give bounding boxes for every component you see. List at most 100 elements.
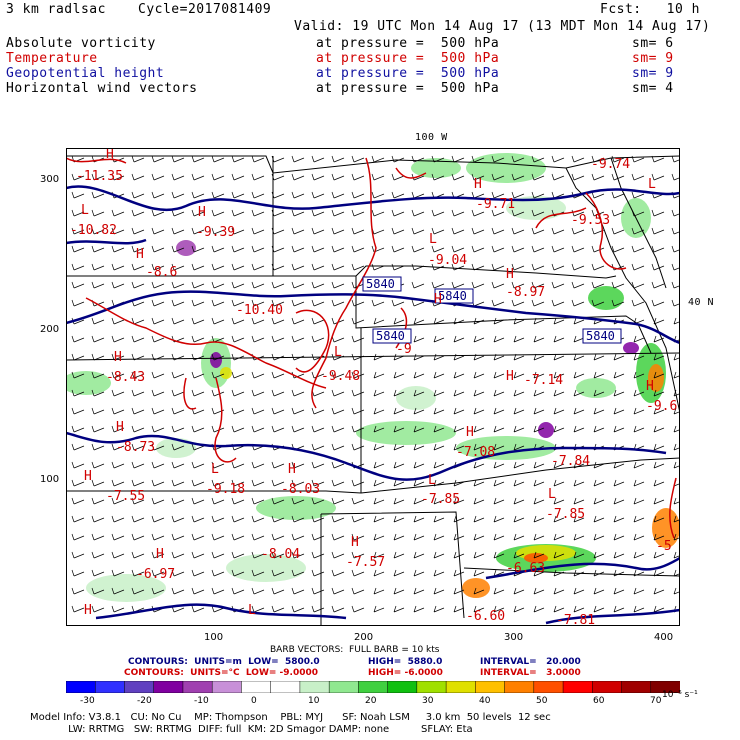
wind-barb (331, 335, 345, 343)
wind-barb (611, 173, 625, 181)
wind-barb (513, 497, 525, 505)
colorbar-swatch (182, 681, 213, 693)
vorticity-blob (226, 554, 306, 582)
wind-barb (473, 317, 485, 325)
wind-barb (371, 227, 385, 235)
wind-barb (91, 281, 105, 289)
y-tick-label: 100 (40, 474, 60, 485)
temperature-label: -6.60 (466, 609, 505, 624)
wind-barb (413, 551, 425, 559)
wind-barb (311, 191, 325, 199)
high-low-marker: L (334, 345, 342, 360)
wind-barb (251, 587, 265, 595)
wind-barb (351, 533, 365, 541)
wind-barb (453, 533, 465, 541)
wind-barb (493, 407, 505, 415)
high-low-marker: L (81, 203, 89, 218)
wind-barb (351, 407, 365, 415)
wind-barb (451, 281, 465, 289)
wind-barb (131, 209, 145, 217)
field-smoothing: sm= 9 (632, 66, 674, 81)
wind-barb (573, 353, 585, 361)
wind-barb (151, 227, 165, 235)
wind-barb (671, 299, 680, 307)
wind-barb (151, 533, 165, 541)
wind-barb (331, 497, 345, 505)
colorbar-tick-label: -20 (137, 696, 152, 706)
wind-barb (271, 227, 285, 235)
temperature-label: -7.84 (551, 454, 590, 469)
colorbar-tick-label: 0 (251, 696, 257, 706)
wind-barb (513, 317, 525, 325)
wind-barb (111, 443, 125, 451)
colorbar-units: 10⁻⁵ s⁻¹ (662, 690, 698, 700)
wind-barb (311, 569, 325, 577)
wind-barb (653, 425, 665, 433)
wind-barb (331, 209, 345, 217)
wind-barb (471, 299, 485, 307)
wind-barb (473, 425, 485, 433)
plot-title: 3 km radlsac (6, 2, 106, 17)
wind-barb (71, 281, 85, 289)
wind-barb (373, 569, 385, 577)
wind-barb (291, 533, 305, 541)
wind-barb (351, 479, 365, 487)
wind-barb (451, 227, 465, 235)
wind-barb (471, 245, 485, 253)
wind-barb (653, 479, 665, 487)
wind-barb (91, 425, 105, 433)
wind-barb (473, 443, 485, 451)
wind-barb (553, 335, 565, 343)
wind-barb (393, 587, 405, 595)
wind-barb (413, 335, 425, 343)
wind-barb (373, 443, 385, 451)
wind-barb (151, 371, 165, 379)
wind-barb (291, 569, 305, 577)
wind-barb (413, 515, 425, 523)
vorticity-blob (588, 286, 624, 310)
wind-barb (231, 551, 245, 559)
wind-barb (311, 407, 325, 415)
wind-barb (613, 353, 625, 361)
wind-barb (311, 461, 325, 469)
wind-barb (111, 533, 125, 541)
wind-barb (211, 551, 225, 559)
wind-barb (493, 551, 505, 559)
colorbar-tick-label: 40 (479, 696, 491, 706)
temperature-label: -8.03 (281, 482, 320, 497)
wind-barb (613, 425, 625, 433)
wind-barb (571, 299, 585, 307)
wind-barb (151, 551, 165, 559)
wind-barb (613, 479, 625, 487)
wind-barb (211, 497, 225, 505)
field-level: at pressure = 500 hPa (316, 36, 500, 51)
wind-barb (453, 515, 465, 523)
wind-barb (613, 551, 625, 559)
field-smoothing: sm= 9 (632, 51, 674, 66)
wind-barb (71, 371, 85, 379)
field-level: at pressure = 500 hPa (316, 81, 500, 96)
height-label-box (362, 276, 402, 292)
vorticity-blob (623, 342, 639, 354)
wind-barb (373, 497, 385, 505)
wind-barb (71, 227, 85, 235)
wind-barb (151, 245, 165, 253)
wind-barb (551, 155, 565, 163)
wind-barb (411, 227, 425, 235)
wind-barb (71, 173, 85, 181)
temperature-label: -6.63 (506, 561, 545, 576)
wind-barb (231, 569, 245, 577)
wind-barb (451, 263, 465, 271)
wind-barb (211, 191, 225, 199)
wind-barb (631, 173, 645, 181)
wind-barb (111, 209, 125, 217)
wind-barb (573, 605, 585, 613)
wind-barb (511, 281, 525, 289)
wind-barb (91, 389, 105, 397)
wind-barb (111, 461, 125, 469)
wind-barb (491, 281, 505, 289)
wind-barb (391, 173, 405, 181)
height-label-box (582, 328, 622, 344)
wind-barb (191, 569, 205, 577)
wind-barb (633, 353, 645, 361)
